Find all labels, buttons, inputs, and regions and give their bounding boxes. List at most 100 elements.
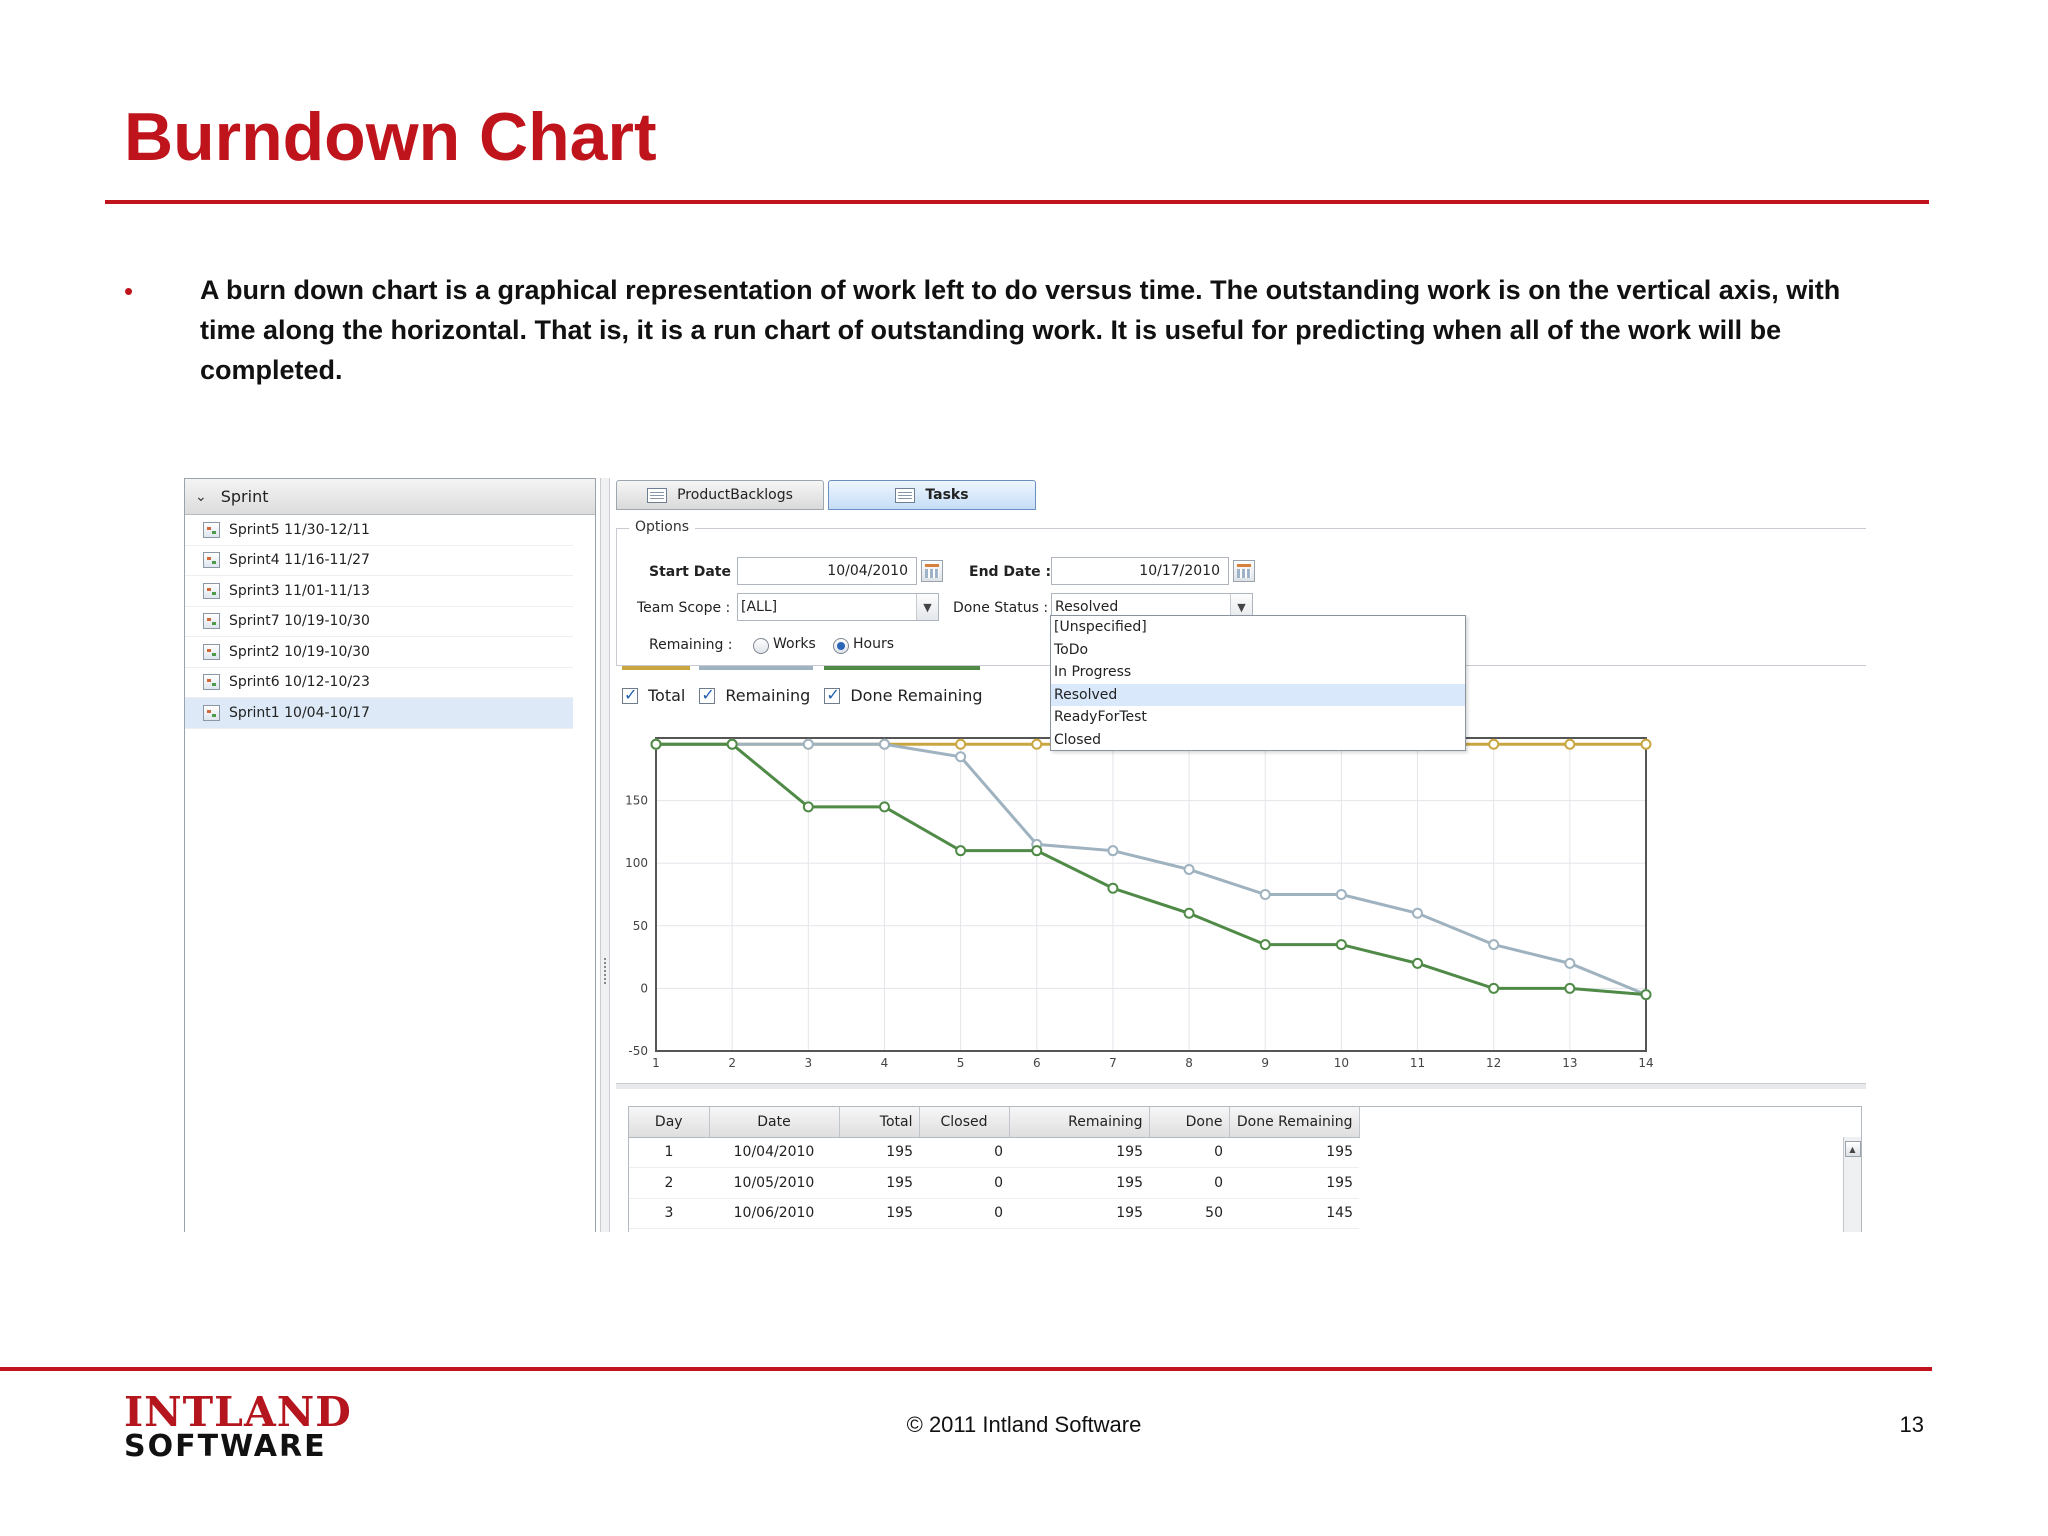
bullet-marker: •	[124, 276, 134, 306]
sprint-panel-title: Sprint	[220, 487, 269, 506]
table-row[interactable]: 3 10/06/2010 195 0 195 50 145	[629, 1198, 1359, 1229]
chevron-down-icon[interactable]: ▼	[916, 594, 938, 620]
done-status-dropdown: [Unspecified] ToDo In Progress Resolved …	[1050, 615, 1466, 751]
slide-title: Burndown Chart	[124, 99, 657, 175]
chart-grid-splitter[interactable]	[616, 1083, 1866, 1089]
sprint-item[interactable]: Sprint6 10/12-10/23	[185, 668, 573, 698]
tab-tasks[interactable]: Tasks	[828, 480, 1036, 510]
column-header[interactable]: Closed	[919, 1107, 1010, 1138]
x-tick-label: 12	[1486, 1056, 1501, 1070]
table-row[interactable]: 2 10/05/2010 195 0 195 0 195	[629, 1167, 1359, 1199]
sprint-icon	[203, 704, 220, 721]
team-scope-value: [ALL]	[741, 599, 778, 615]
table-header-row: Day Date Total Closed Remaining Done Don…	[629, 1107, 1360, 1138]
bullet-text: A burn down chart is a graphical represe…	[200, 275, 1841, 385]
done-remaining-point	[1031, 845, 1043, 857]
x-tick-label: 3	[804, 1056, 812, 1070]
column-header[interactable]: Day	[629, 1107, 710, 1138]
tasks-panel: ProductBacklogs Tasks Options Start Date…	[616, 478, 1872, 1232]
done-remaining-point	[1335, 939, 1347, 951]
total-point	[955, 738, 967, 750]
remaining-works-label: Works	[773, 636, 816, 652]
total-point	[1564, 738, 1576, 750]
dropdown-option[interactable]: [Unspecified]	[1054, 619, 1147, 636]
x-tick-label: 14	[1638, 1056, 1653, 1070]
x-tick-label: 8	[1185, 1056, 1193, 1070]
done-remaining-point	[955, 845, 967, 857]
done-remaining-point	[1183, 907, 1195, 919]
sprint-icon	[203, 674, 220, 691]
remaining-point	[878, 738, 890, 750]
app-screenshot: ⌄ Sprint Sprint5 11/30-12/11 Sprint4 11/…	[184, 478, 1872, 1232]
dropdown-option[interactable]: ReadyForTest	[1054, 709, 1147, 726]
column-header[interactable]: Total	[839, 1107, 920, 1138]
chevron-down-icon[interactable]: ▼	[1230, 594, 1252, 620]
sprint-item-label: Sprint6 10/12-10/23	[229, 674, 370, 691]
legend-remaining[interactable]: Remaining	[699, 666, 814, 705]
column-header[interactable]: Date	[709, 1107, 840, 1138]
dropdown-option[interactable]: In Progress	[1054, 664, 1132, 681]
remaining-point	[1335, 889, 1347, 900]
dropdown-option[interactable]: Closed	[1054, 731, 1102, 748]
tab-productbacklogs[interactable]: ProductBacklogs	[616, 480, 824, 510]
sprint-item[interactable]: Sprint7 10/19-10/30	[185, 607, 573, 637]
column-header[interactable]: Done Remaining	[1229, 1107, 1360, 1138]
remaining-hours-radio[interactable]	[833, 638, 849, 654]
table-row[interactable]: 1 10/04/2010 195 0 195 0 195	[629, 1137, 1359, 1168]
column-header[interactable]: Remaining	[1009, 1107, 1150, 1138]
sprint-item-label: Sprint4 11/16-11/27	[229, 552, 370, 569]
tab-label: Tasks	[925, 487, 969, 503]
total-point	[1640, 738, 1652, 750]
scroll-up-icon[interactable]: ▲	[1844, 1141, 1861, 1157]
remaining-point	[1259, 889, 1271, 900]
sprint-icon	[203, 613, 220, 630]
table-cell: 195	[1009, 1198, 1149, 1229]
x-tick-label: 6	[1033, 1056, 1041, 1070]
table-cell: 195	[1009, 1137, 1149, 1168]
splitter-grip-icon[interactable]	[604, 958, 607, 984]
sprint-item-label: Sprint7 10/19-10/30	[229, 613, 370, 630]
chevron-down-icon[interactable]: ⌄	[195, 488, 207, 505]
sprint-item[interactable]: Sprint5 11/30-12/11	[185, 515, 573, 546]
legend-label: Total	[648, 686, 686, 705]
sprint-panel-header[interactable]: ⌄ Sprint	[185, 479, 595, 515]
remaining-point	[1107, 845, 1119, 857]
table-cell: 0	[919, 1198, 1009, 1229]
sprint-item[interactable]: Sprint3 11/01-11/13	[185, 576, 573, 607]
done-remaining-point	[1412, 957, 1424, 969]
calendar-icon[interactable]	[1233, 560, 1255, 582]
dropdown-option-selected[interactable]: Resolved	[1051, 683, 1465, 706]
start-date-label: Start Date :	[649, 564, 742, 580]
dropdown-option[interactable]: ToDo	[1054, 641, 1089, 658]
legend-remaining-swatch	[699, 666, 814, 670]
y-tick-label: 50	[633, 919, 648, 933]
total-point	[1488, 738, 1500, 750]
end-date-field[interactable]: 10/17/2010	[1051, 557, 1229, 585]
sprint-item[interactable]: Sprint4 11/16-11/27	[185, 546, 573, 576]
table-cell: 195	[1009, 1167, 1149, 1199]
calendar-icon[interactable]	[921, 560, 943, 582]
sprint-item-label: Sprint5 11/30-12/11	[229, 521, 370, 538]
checkbox-checked-icon[interactable]	[699, 685, 716, 704]
legend-total[interactable]: Total	[622, 666, 690, 705]
panel-splitter[interactable]	[600, 478, 610, 1232]
checkbox-checked-icon[interactable]	[622, 685, 638, 704]
grid-scrollbar[interactable]: ▲	[1843, 1137, 1861, 1232]
x-tick-label: 13	[1562, 1056, 1577, 1070]
sprint-panel: ⌄ Sprint Sprint5 11/30-12/11 Sprint4 11/…	[184, 478, 596, 1232]
remaining-point	[1564, 957, 1576, 969]
team-scope-select[interactable]: [ALL] ▼	[737, 593, 939, 621]
start-date-field[interactable]: 10/04/2010	[737, 557, 917, 585]
table-cell: 195	[1229, 1167, 1359, 1199]
checkbox-checked-icon[interactable]	[824, 685, 841, 704]
y-tick-label: -50	[628, 1044, 648, 1058]
legend-done-remaining[interactable]: Done Remaining	[824, 666, 982, 705]
sprint-item[interactable]: Sprint2 10/19-10/30	[185, 637, 573, 668]
sprint-icon	[203, 552, 220, 569]
remaining-works-radio[interactable]	[753, 638, 769, 654]
legend-done-remaining-swatch	[824, 666, 981, 670]
sprint-item-selected[interactable]: Sprint1 10/04-10/17	[185, 698, 573, 729]
column-header[interactable]: Done	[1149, 1107, 1230, 1138]
table-cell: 1	[629, 1137, 709, 1168]
